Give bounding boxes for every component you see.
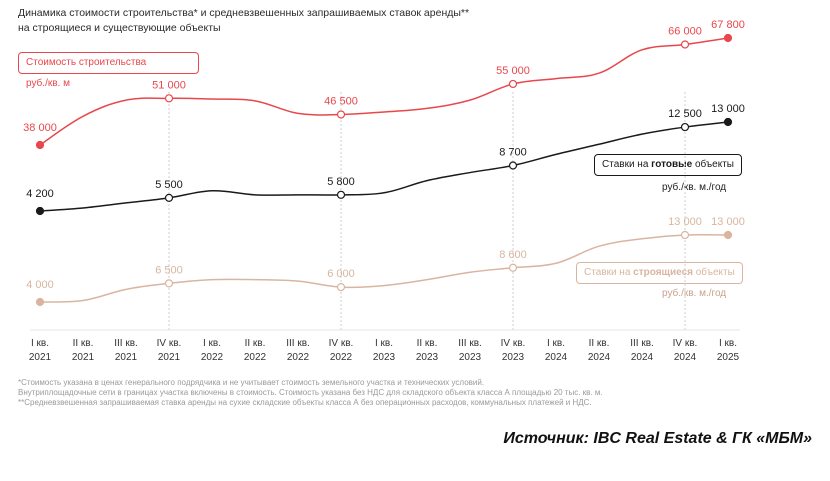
series-1-data-label: 13 000 <box>711 103 745 115</box>
x-tick-label: 2021 <box>115 352 138 363</box>
series-2-point <box>35 297 45 307</box>
x-tick-label: 2023 <box>373 352 396 363</box>
x-tick-label: III кв. <box>286 338 310 349</box>
legend-building-rent-prefix: Ставки на <box>584 267 634 278</box>
series-1-data-label: 4 200 <box>26 188 54 200</box>
x-tick-label: 2024 <box>545 352 568 363</box>
legend-ready-rent-suffix: объекты <box>692 159 734 170</box>
series-0-point <box>336 110 346 119</box>
x-tick-label: II кв. <box>245 338 266 349</box>
series-0-point <box>680 40 690 49</box>
series-0-data-label: 46 500 <box>324 95 358 107</box>
series-2-point <box>164 279 174 288</box>
series-2-data-label: 4 000 <box>26 279 54 291</box>
x-tick-label: 2023 <box>459 352 482 363</box>
chart-title: Динамика стоимости строительства* и сред… <box>18 6 538 36</box>
footnotes: *Стоимость указана в ценах генерального … <box>18 378 778 408</box>
series-0-point <box>35 140 45 150</box>
series-0-point <box>723 33 733 43</box>
series-2-point <box>723 230 733 240</box>
chart-title-line2: на строящиеся и существующие объекты <box>18 22 221 34</box>
series-line-1 <box>39 121 729 212</box>
legend-building-rent-bold: строящиеся <box>633 267 693 278</box>
x-tick-label: 2021 <box>158 352 181 363</box>
series-0-data-label: 55 000 <box>496 65 530 77</box>
series-2-data-label: 13 000 <box>711 216 745 228</box>
x-tick-label: III кв. <box>114 338 138 349</box>
x-tick-label: I кв. <box>203 338 221 349</box>
series-2-data-label: 6 500 <box>155 264 183 276</box>
x-tick-label: I кв. <box>31 338 49 349</box>
x-tick-label: 2023 <box>502 352 525 363</box>
x-tick-label: 2022 <box>287 352 310 363</box>
legend-building-rent: Ставки на строящиеся объекты <box>576 262 743 284</box>
legend-building-rent-suffix: объекты <box>692 267 735 278</box>
x-tick-label: IV кв. <box>673 338 698 349</box>
series-0-data-label: 51 000 <box>152 79 186 91</box>
series-1-point <box>723 117 733 127</box>
series-2-data-label: 8 600 <box>499 249 527 261</box>
source-note: Источник: IBC Real Estate & ГК «МБМ» <box>503 430 812 447</box>
series-0-data-label: 67 800 <box>711 19 745 31</box>
series-1-data-label: 5 800 <box>327 176 355 188</box>
x-tick-label: 2022 <box>330 352 353 363</box>
x-tick-label: 2024 <box>588 352 611 363</box>
series-1-data-label: 12 500 <box>668 108 702 120</box>
series-line-2 <box>39 233 729 303</box>
series-1-point <box>508 161 518 170</box>
legend-ready-rent-bold: готовые <box>651 159 693 170</box>
x-tick-label: 2022 <box>244 352 267 363</box>
x-tick-label: II кв. <box>417 338 438 349</box>
x-tick-label: I кв. <box>375 338 393 349</box>
series-0-point <box>164 94 174 103</box>
unit-construction-cost: руб./кв. м <box>26 78 70 89</box>
series-2-point <box>336 283 346 292</box>
series-2-point <box>680 230 690 240</box>
series-0-data-label: 66 000 <box>668 25 702 37</box>
x-tick-label: 2024 <box>631 352 654 363</box>
legend-construction-cost: Стоимость строительства <box>18 52 199 74</box>
unit-building-rent: руб./кв. м./год <box>662 288 727 299</box>
x-tick-label: 2025 <box>717 352 740 363</box>
x-tick-label: III кв. <box>458 338 482 349</box>
x-tick-label: 2024 <box>674 352 697 363</box>
series-2-data-label: 13 000 <box>668 216 702 228</box>
chart-title-line1: Динамика стоимости строительства* и сред… <box>18 7 470 19</box>
series-1-data-label: 8 700 <box>499 146 527 158</box>
x-tick-label: 2023 <box>416 352 439 363</box>
series-0-data-label: 38 000 <box>23 122 57 134</box>
series-line-0 <box>39 37 729 146</box>
series-2-point <box>508 263 518 272</box>
series-2-data-label: 6 000 <box>327 268 355 280</box>
x-tick-label: II кв. <box>73 338 94 349</box>
series-1-data-label: 5 500 <box>155 179 183 191</box>
series-1-point <box>164 193 174 202</box>
x-tick-label: IV кв. <box>329 338 354 349</box>
x-tick-label: II кв. <box>589 338 610 349</box>
x-tick-label: III кв. <box>630 338 654 349</box>
x-tick-label: 2022 <box>201 352 224 363</box>
x-tick-label: I кв. <box>719 338 737 349</box>
footnote-3: **Средневзвешенная запрашиваемая ставка … <box>18 398 592 407</box>
x-tick-label: IV кв. <box>157 338 182 349</box>
x-tick-label: 2021 <box>72 352 95 363</box>
x-tick-label: I кв. <box>547 338 565 349</box>
legend-ready-rent: Ставки на готовые объекты <box>594 154 742 176</box>
series-1-point <box>680 122 690 132</box>
unit-ready-rent: руб./кв. м./год <box>662 182 727 193</box>
legend-ready-rent-prefix: Ставки на <box>602 159 652 170</box>
series-1-point <box>336 190 346 199</box>
x-tick-label: IV кв. <box>501 338 526 349</box>
footnote-1: *Стоимость указана в ценах генерального … <box>18 378 485 387</box>
x-tick-label: 2021 <box>29 352 52 363</box>
footnote-2: Внутриплощадочные сети в границах участк… <box>18 388 603 397</box>
series-0-point <box>508 79 518 89</box>
legend-construction-cost-label: Стоимость строительства <box>26 57 147 68</box>
series-1-point <box>35 206 45 216</box>
